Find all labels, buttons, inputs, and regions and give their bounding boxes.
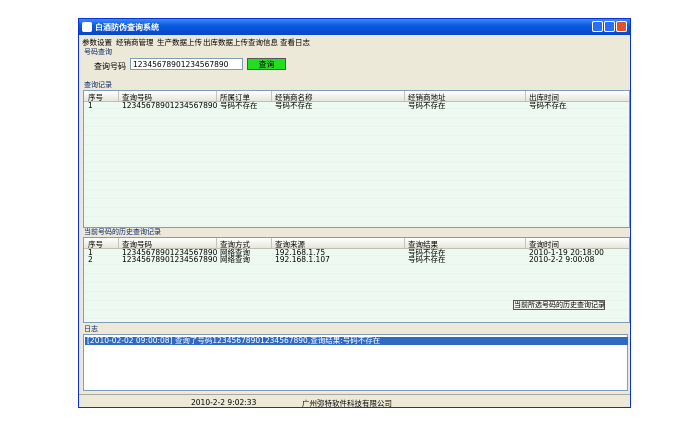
table-cell: 号码不存在 xyxy=(275,101,313,110)
table-cell: 号码不存在 xyxy=(529,101,567,110)
window-title: 白酒防伪查询系统 xyxy=(95,23,159,32)
log-box: [2010-02-02 09:00:08] 查询了号码1234567890123… xyxy=(83,334,628,391)
column-header: 出库时间 xyxy=(529,93,559,102)
menu-item[interactable]: 查询信息 xyxy=(248,38,278,47)
table-cell: 号码不存在 xyxy=(408,255,446,264)
status-time: 2010-2-2 9:02:33 xyxy=(191,398,257,407)
menu-item[interactable]: 查看日志 xyxy=(280,38,310,47)
column-separator xyxy=(118,91,119,101)
log-entry[interactable]: [2010-02-02 09:00:08] 查询了号码1234567890123… xyxy=(85,337,628,345)
menu-item[interactable]: 参数设置 xyxy=(82,38,112,47)
column-header: 查询方式 xyxy=(220,240,250,249)
section-label: 号码查询 xyxy=(84,48,112,56)
table-row[interactable]: 1 12345678901234567890 网络查询 192.168.1.75 号码不… xyxy=(84,248,629,257)
column-separator xyxy=(216,91,217,101)
table-cell: 192.168.1.75 xyxy=(275,248,326,257)
table-cell: 2010-2-2 9:00:08 xyxy=(529,255,595,264)
column-header: 序号 xyxy=(88,93,103,102)
table-header: 序号 查询号码 查询方式 查询来源 查询结果 查询时间 xyxy=(84,238,629,249)
status-company: 广州弥特软件科技有限公司 xyxy=(302,399,392,408)
query-input[interactable]: 12345678901234567890 xyxy=(130,58,243,70)
column-header: 序号 xyxy=(88,240,103,249)
maximize-button[interactable] xyxy=(604,21,615,32)
title-bar: 白酒防伪查询系统 xyxy=(79,19,630,35)
app-window: 白酒防伪查询系统 参数设置 经销商管理 生产数据上传 出库数据上传 查询信息 查看日志 号… xyxy=(78,18,631,408)
column-separator xyxy=(216,238,217,248)
column-separator xyxy=(271,91,272,101)
column-separator xyxy=(118,238,119,248)
column-separator xyxy=(404,91,405,101)
table-cell: 12345678901234567890 xyxy=(122,248,218,257)
close-button[interactable] xyxy=(616,21,627,32)
table-cell: 192.168.1.107 xyxy=(275,255,330,264)
table-cell: 2 xyxy=(88,255,93,264)
table-row[interactable]: 1 12345678901234567890 号码不存在 号码不存在 号码不存在 号码不存… xyxy=(84,101,629,110)
table-cell: 2010-1-19 20:18:00 xyxy=(529,248,604,257)
history-button[interactable]: 当前所选号码的历史查询记录 xyxy=(513,300,605,310)
table-cell: 号码不存在 xyxy=(408,101,446,110)
menu-item[interactable]: 生产数据上传 xyxy=(157,38,202,47)
table-cell: 12345678901234567890 xyxy=(122,101,218,110)
table-cell: 1 xyxy=(88,101,93,110)
table-row[interactable]: 2 12345678901234567890 网络查询 192.168.1.107 号码… xyxy=(84,255,629,264)
column-header: 查询号码 xyxy=(122,240,152,249)
section-label: 查询记录 xyxy=(84,81,112,89)
table-cell: 网络查询 xyxy=(220,248,250,257)
column-header: 查询结果 xyxy=(408,240,438,249)
column-header: 经销商名称 xyxy=(275,93,313,102)
history-table: 序号 查询号码 查询方式 查询来源 查询结果 查询时间 1 12345678901234567… xyxy=(83,237,630,323)
menu-bar: 参数设置 经销商管理 生产数据上传 出库数据上传 查询信息 查看日志 xyxy=(79,36,630,47)
menu-item[interactable]: 出库数据上传 xyxy=(203,38,248,47)
app-icon xyxy=(82,22,92,32)
column-header: 所属订单 xyxy=(220,93,250,102)
menu-item[interactable]: 经销商管理 xyxy=(116,38,154,47)
minimize-button[interactable] xyxy=(592,21,603,32)
column-header: 查询来源 xyxy=(275,240,305,249)
column-separator xyxy=(271,238,272,248)
column-separator xyxy=(404,238,405,248)
section-label: 当前号码的历史查询记录 xyxy=(84,228,161,236)
column-separator xyxy=(525,91,526,101)
table-cell: 12345678901234567890 xyxy=(122,255,218,264)
records-table: 序号 查询号码 所属订单 经销商名称 经销商地址 出库时间 1 123456789012345… xyxy=(83,90,630,228)
column-header: 查询时间 xyxy=(529,240,559,249)
status-bar: 2010-2-2 9:02:33 广州弥特软件科技有限公司 xyxy=(79,394,630,408)
section-label: 日志 xyxy=(84,325,98,333)
table-header: 序号 查询号码 所属订单 经销商名称 经销商地址 出库时间 xyxy=(84,91,629,102)
column-separator xyxy=(525,238,526,248)
table-cell: 网络查询 xyxy=(220,255,250,264)
table-cell: 号码不存在 xyxy=(220,101,258,110)
query-button[interactable]: 查询 xyxy=(247,58,286,70)
column-header: 查询号码 xyxy=(122,93,152,102)
table-cell: 1 xyxy=(88,248,93,257)
query-label: 查询号码 xyxy=(94,62,126,71)
column-header: 经销商地址 xyxy=(408,93,446,102)
table-cell: 号码不存在 xyxy=(408,248,446,257)
